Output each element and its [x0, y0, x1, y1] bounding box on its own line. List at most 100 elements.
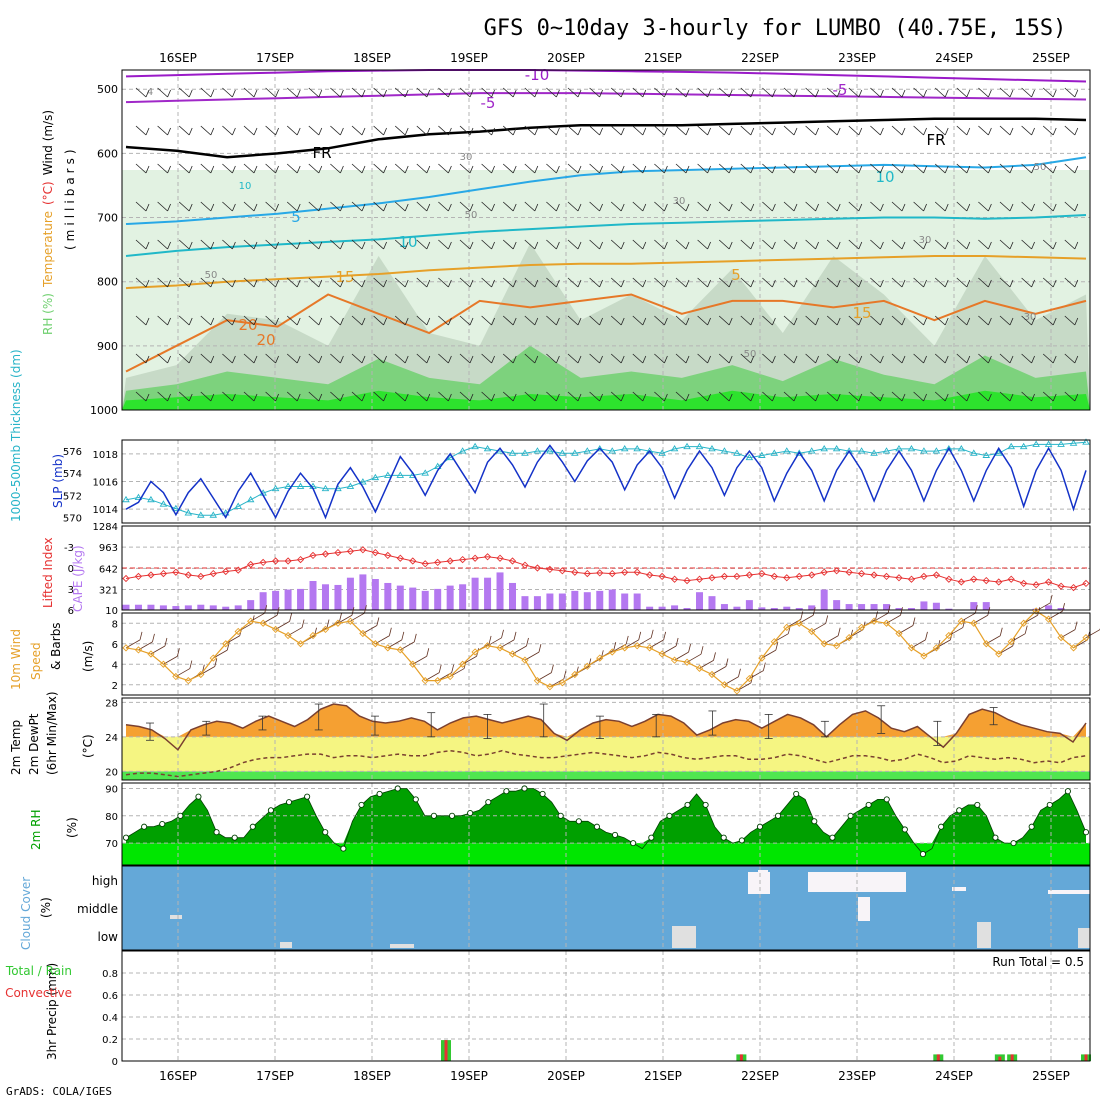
- thickness-marker: [1007, 442, 1015, 450]
- upper-wind-barb: [502, 353, 514, 364]
- lifted-index-marker: [795, 572, 803, 581]
- upper-wind-barb: [308, 163, 320, 174]
- upper-wind-barb: [524, 125, 536, 136]
- rh-marker: [720, 834, 727, 841]
- upper-wind-barb-feather: [448, 89, 452, 98]
- cloud-ylabel: Cloud Cover: [19, 877, 33, 950]
- surface-wind-barb-feather: [912, 617, 916, 626]
- wind-speed-marker: [458, 660, 467, 668]
- cloud-gap-patch: [280, 942, 292, 948]
- thickness-marker: [384, 471, 392, 478]
- upper-wind-barb: [826, 87, 838, 98]
- upper-wind-barb-feather: [145, 279, 150, 288]
- upper-wind-barb: [222, 201, 233, 212]
- upper-wind-barb-feather: [253, 203, 258, 212]
- upper-wind-barb-feather: [620, 165, 625, 174]
- bottom-date-label: 23SEP: [838, 1069, 876, 1083]
- lifted-index-marker: [783, 574, 791, 582]
- isotherm-line-20: [125, 293, 1087, 373]
- slp-tick-label: 1014: [93, 505, 118, 516]
- upper-wind-barb-feather: [728, 165, 733, 174]
- upper-wind-barb-feather: [448, 317, 452, 326]
- upper-air-ylabel-sub: (millibars): [63, 145, 77, 250]
- upper-wind-barb: [589, 391, 600, 402]
- upper-wind-barb-feather: [923, 89, 927, 98]
- surface-wind-barb: [1023, 614, 1038, 624]
- upper-wind-barb-feather: [275, 127, 279, 136]
- cape-bar: [521, 596, 529, 610]
- upper-wind-barb-feather: [858, 317, 863, 326]
- upper-wind-barb: [1042, 87, 1054, 98]
- cape-bar: [783, 606, 791, 610]
- upper-wind-barb: [913, 125, 924, 136]
- upper-wind-barb-feather: [556, 203, 560, 212]
- cape-tick-label: 10: [105, 606, 118, 617]
- thickness-marker: [1069, 439, 1078, 446]
- upper-wind-barb-feather: [577, 393, 582, 402]
- upper-wind-barb-feather: [901, 165, 906, 174]
- thickness-marker: [907, 444, 916, 452]
- upper-wind-barb-feather: [858, 203, 863, 212]
- upper-wind-barb-feather: [534, 165, 539, 174]
- upper-wind-barb: [157, 87, 168, 98]
- surface-wind-barb: [362, 625, 378, 634]
- cape-bar: [932, 602, 940, 610]
- wind-tick-label: 6: [112, 640, 118, 651]
- upper-wind-barb: [891, 163, 903, 174]
- upper-wind-barb-feather: [340, 203, 344, 212]
- lifted-index-marker: [483, 553, 492, 561]
- upper-wind-barb: [157, 353, 168, 364]
- upper-wind-barb: [697, 277, 708, 288]
- upper-wind-barb: [589, 239, 600, 250]
- upper-wind-barb-feather: [901, 203, 906, 212]
- cloud-cover-panel: high middle low Cloud Cover (%): [19, 866, 1090, 950]
- upper-wind-barb-feather: [318, 203, 323, 212]
- upper-wind-barb-feather: [512, 279, 517, 288]
- cape-bar: [920, 601, 928, 610]
- upper-wind-barb: [222, 163, 233, 174]
- upper-wind-barb-feather: [944, 355, 949, 364]
- upper-wind-barb-feather: [750, 203, 755, 212]
- upper-wind-barb: [265, 277, 276, 288]
- precip-convective-bar: [1010, 1054, 1014, 1061]
- upper-wind-barb-feather: [534, 317, 539, 326]
- upper-wind-barb: [826, 125, 838, 136]
- upper-wind-barb: [675, 87, 687, 98]
- cloud-gap-patch: [952, 887, 966, 891]
- upper-wind-barb-feather: [685, 203, 690, 212]
- upper-wind-barb-feather: [793, 355, 798, 364]
- surface-wind-barb-feather: [812, 607, 816, 616]
- rh-ylabel-unit: (%): [65, 817, 79, 838]
- upper-wind-barb: [740, 125, 752, 136]
- upper-wind-barb: [762, 201, 773, 212]
- upper-wind-barb: [481, 125, 492, 136]
- upper-wind-barb: [1064, 391, 1076, 402]
- surface-wind-barb-feather: [900, 607, 903, 616]
- upper-wind-barb: [632, 163, 644, 174]
- surface-wind-barb: [799, 614, 814, 624]
- rh-marker: [684, 801, 691, 808]
- upper-wind-barb-feather: [685, 393, 690, 402]
- upper-wind-barb-feather: [577, 127, 582, 136]
- upper-wind-barb: [697, 163, 708, 174]
- cape-bar: [1032, 608, 1040, 610]
- cape-bar: [870, 604, 878, 610]
- contour-label: 50: [1034, 162, 1047, 173]
- lifted-index-marker: [770, 572, 778, 581]
- upper-wind-barb-feather: [858, 393, 863, 402]
- upper-wind-barb-feather: [167, 203, 171, 212]
- lifted-index-marker: [1007, 575, 1015, 583]
- upper-wind-barb-feather: [750, 355, 755, 364]
- thickness-marker: [708, 444, 716, 452]
- wind-speed-marker: [820, 640, 828, 648]
- cape-bar: [733, 606, 741, 610]
- rh-marker: [847, 812, 854, 819]
- cloud-gap-patch: [390, 944, 414, 948]
- thickness-marker: [296, 482, 305, 489]
- upper-wind-barb-feather: [491, 203, 495, 212]
- upper-wind-barb-feather: [599, 165, 603, 174]
- surface-wind-barb-feather: [650, 629, 654, 638]
- upper-wind-barb-feather: [404, 317, 409, 326]
- upper-wind-barb-feather: [1074, 393, 1079, 402]
- upper-wind-barb-feather: [318, 393, 323, 402]
